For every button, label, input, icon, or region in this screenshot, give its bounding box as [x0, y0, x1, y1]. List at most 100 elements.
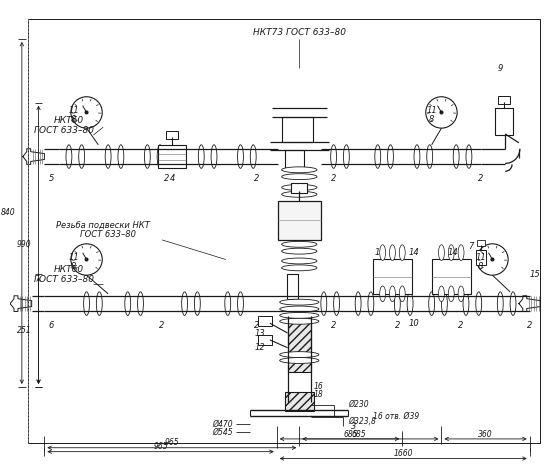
Text: 2: 2	[395, 321, 400, 330]
Text: 965: 965	[153, 442, 168, 451]
Bar	[496, 107, 513, 135]
Ellipse shape	[428, 292, 434, 315]
Text: 15: 15	[529, 270, 540, 279]
Ellipse shape	[463, 292, 469, 315]
Bar	[284, 150, 304, 169]
Text: 10: 10	[409, 319, 420, 328]
Text: 2: 2	[164, 174, 169, 182]
Ellipse shape	[375, 145, 381, 168]
Text: Ø470: Ø470	[212, 420, 233, 429]
Ellipse shape	[442, 292, 447, 315]
Text: 360: 360	[478, 430, 493, 439]
Ellipse shape	[343, 145, 349, 168]
Text: ГОСТ 633–80: ГОСТ 633–80	[34, 126, 94, 135]
Text: 14: 14	[448, 248, 459, 257]
Text: 14: 14	[409, 248, 420, 257]
Ellipse shape	[282, 248, 317, 254]
Text: 2: 2	[331, 321, 336, 330]
Text: ГОСТ 633–80: ГОСТ 633–80	[80, 230, 136, 240]
Ellipse shape	[282, 184, 317, 190]
Text: Резьба подвески НКТ: Резьба подвески НКТ	[56, 221, 150, 230]
Text: 2: 2	[331, 174, 336, 182]
Ellipse shape	[282, 174, 317, 180]
Bar	[287, 274, 298, 299]
Ellipse shape	[238, 145, 244, 168]
Ellipse shape	[388, 145, 393, 168]
Text: 2: 2	[255, 321, 260, 330]
Text: 16 отв. Ø39: 16 отв. Ø39	[373, 412, 419, 421]
Text: 251: 251	[17, 326, 32, 335]
Text: НКТ60: НКТ60	[54, 265, 84, 274]
Ellipse shape	[138, 292, 144, 315]
Text: Ø323,8: Ø323,8	[348, 417, 376, 426]
Ellipse shape	[280, 357, 319, 363]
Ellipse shape	[379, 245, 386, 260]
Text: 4: 4	[170, 174, 175, 182]
Bar	[166, 131, 178, 139]
Text: 8: 8	[71, 115, 76, 124]
Ellipse shape	[280, 312, 319, 318]
Ellipse shape	[438, 245, 444, 260]
Text: 5: 5	[48, 174, 54, 182]
Ellipse shape	[368, 292, 374, 315]
Bar	[292, 183, 307, 193]
Text: 16: 16	[314, 382, 324, 392]
Circle shape	[71, 97, 102, 128]
Ellipse shape	[96, 292, 102, 315]
Text: 840: 840	[1, 208, 15, 218]
Circle shape	[477, 244, 508, 275]
Bar	[373, 259, 412, 294]
Ellipse shape	[118, 145, 124, 168]
Text: 11: 11	[426, 106, 437, 115]
Ellipse shape	[458, 286, 464, 302]
Bar	[158, 145, 185, 168]
Bar	[258, 317, 272, 326]
Ellipse shape	[280, 318, 319, 324]
Bar	[282, 117, 313, 142]
Text: 2: 2	[458, 321, 464, 330]
Bar	[278, 201, 321, 240]
Bar	[498, 96, 510, 104]
Text: 9: 9	[498, 64, 503, 73]
Ellipse shape	[250, 145, 256, 168]
Ellipse shape	[282, 191, 317, 197]
Bar	[258, 335, 272, 345]
Ellipse shape	[282, 167, 317, 173]
Text: Ø545: Ø545	[212, 428, 233, 437]
Text: 8: 8	[71, 262, 76, 271]
Ellipse shape	[497, 292, 503, 315]
Text: 13: 13	[255, 328, 266, 338]
Ellipse shape	[238, 292, 244, 315]
Ellipse shape	[280, 299, 319, 305]
Text: 6: 6	[48, 321, 54, 330]
Ellipse shape	[399, 245, 405, 260]
Bar	[284, 392, 314, 411]
Ellipse shape	[414, 145, 420, 168]
Text: 2: 2	[527, 321, 532, 330]
Bar	[432, 259, 471, 294]
Ellipse shape	[225, 292, 230, 315]
Bar	[477, 240, 485, 246]
Text: 685: 685	[352, 430, 366, 439]
Text: 685: 685	[343, 430, 358, 439]
Ellipse shape	[157, 145, 163, 168]
Text: 1660: 1660	[393, 449, 413, 458]
Ellipse shape	[105, 145, 111, 168]
Ellipse shape	[280, 306, 319, 312]
Text: 11: 11	[68, 253, 79, 262]
Text: 12: 12	[255, 343, 266, 352]
Ellipse shape	[211, 145, 217, 168]
Ellipse shape	[389, 286, 395, 302]
Ellipse shape	[79, 145, 85, 168]
Ellipse shape	[282, 258, 317, 264]
Ellipse shape	[145, 145, 150, 168]
Ellipse shape	[510, 292, 516, 315]
Text: 8: 8	[478, 262, 483, 271]
Ellipse shape	[379, 286, 386, 302]
Text: 2: 2	[160, 321, 165, 330]
Text: 3: 3	[350, 422, 356, 431]
Text: 2: 2	[478, 174, 483, 182]
Ellipse shape	[458, 245, 464, 260]
Text: ГОСТ 633–80: ГОСТ 633–80	[34, 275, 94, 284]
Ellipse shape	[66, 145, 72, 168]
